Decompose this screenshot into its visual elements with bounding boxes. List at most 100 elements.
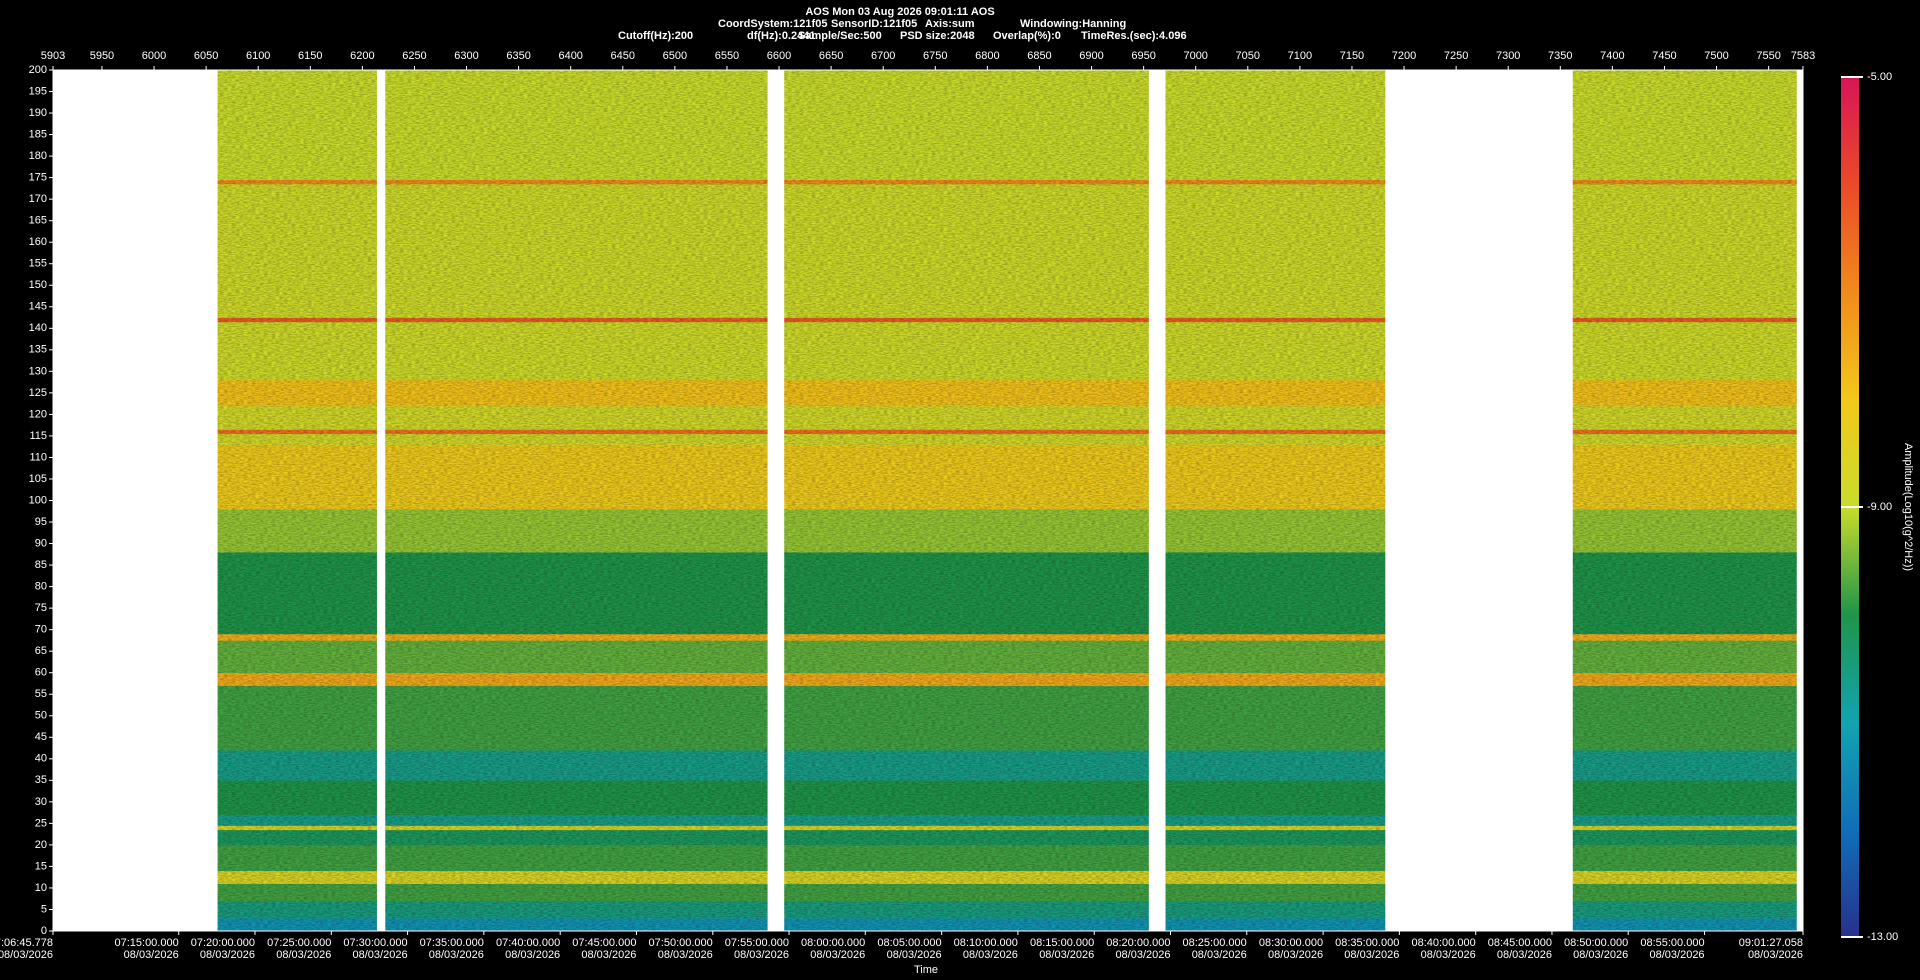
x-tick-label: 6900 [1079, 50, 1103, 62]
subtitle-item: Windowing:Hanning [1020, 18, 1126, 30]
x-tick-label: 6550 [715, 50, 739, 62]
time-tick-date: 08/03/2026 [1039, 949, 1094, 961]
time-tick-date: 08/03/2026 [810, 949, 865, 961]
colorbar-tick-label: -9.00 [1867, 501, 1892, 513]
time-tick-label: 08:45:00.000 [1488, 937, 1552, 949]
x-tick-label: 7150 [1340, 50, 1364, 62]
time-tick-label: 07:40:00.000 [496, 937, 560, 949]
x-tick-label: 7250 [1444, 50, 1468, 62]
y-tick-label: 105 [29, 473, 47, 485]
time-tick-date: 08/03/2026 [963, 949, 1018, 961]
y-tick-label: 165 [29, 215, 47, 227]
y-tick-label: 0 [41, 925, 47, 937]
x-tick-label: 7500 [1704, 50, 1728, 62]
y-tick-label: 120 [29, 408, 47, 420]
x-tick-label: 6250 [402, 50, 426, 62]
time-tick-label: 07:50:00.000 [649, 937, 713, 949]
time-tick-label: 08:20:00.000 [1106, 937, 1170, 949]
time-tick-label: 08:00:00.000 [801, 937, 865, 949]
y-tick-label: 30 [35, 796, 47, 808]
y-tick-label: 190 [29, 107, 47, 119]
y-tick-label: 135 [29, 344, 47, 356]
y-tick-label: 10 [35, 882, 47, 894]
plot-frame [52, 69, 1804, 932]
settings-item: Sample/Sec:500 [798, 30, 882, 42]
subtitle-item: Axis:sum [925, 18, 975, 30]
y-tick-label: 25 [35, 817, 47, 829]
x-tick-label: 6350 [506, 50, 530, 62]
chart-title: AOS Mon 03 Aug 2026 09:01:11 AOS [805, 6, 994, 18]
y-tick-label: 20 [35, 839, 47, 851]
y-tick-label: 185 [29, 128, 47, 140]
x-tick-label: 6300 [454, 50, 478, 62]
x-tick-label: 6400 [558, 50, 582, 62]
x-tick-label: 6850 [1027, 50, 1051, 62]
y-tick-label: 175 [29, 172, 47, 184]
time-tick-date: 08/03/2026 [1421, 949, 1476, 961]
y-tick-label: 180 [29, 150, 47, 162]
y-tick-label: 75 [35, 602, 47, 614]
x-tick-label: 6950 [1131, 50, 1155, 62]
y-tick-label: 50 [35, 710, 47, 722]
time-tick-date: 08/03/2026 [581, 949, 636, 961]
x-axis-label: Time [914, 964, 938, 976]
y-tick-label: 110 [29, 451, 47, 463]
time-tick-label: 08:30:00.000 [1259, 937, 1323, 949]
time-tick-date: 08/03/2026 [1650, 949, 1705, 961]
time-tick-date: 08/03/2026 [1497, 949, 1552, 961]
time-tick-date: 08/03/2026 [734, 949, 789, 961]
time-tick-date: 08/03/2026 [0, 949, 53, 961]
x-tick-label: 6150 [298, 50, 322, 62]
time-tick-label: 08:50:00.000 [1564, 937, 1628, 949]
time-tick-label: 07:35:00.000 [420, 937, 484, 949]
y-tick-label: 15 [35, 860, 47, 872]
y-tick-label: 5 [41, 903, 47, 915]
y-tick-label: 195 [29, 85, 47, 97]
y-tick-label: 125 [29, 387, 47, 399]
x-tick-label: 5903 [41, 50, 65, 62]
x-tick-label: 6700 [871, 50, 895, 62]
y-tick-label: 40 [35, 753, 47, 765]
y-tick-label: 115 [29, 430, 47, 442]
subtitle-item: CoordSystem:121f05 [718, 18, 827, 30]
x-tick-label: 6450 [611, 50, 635, 62]
time-tick-label: 08:10:00.000 [954, 937, 1018, 949]
settings-item: df(Hz):0.2441 [747, 30, 815, 42]
x-tick-label: 6600 [767, 50, 791, 62]
x-tick-label: 7550 [1756, 50, 1780, 62]
settings-item: Cutoff(Hz):200 [618, 30, 693, 42]
settings-item: PSD size:2048 [900, 30, 975, 42]
time-tick-label: 07:15:00.000 [114, 937, 178, 949]
time-tick-label: 08:35:00.000 [1335, 937, 1399, 949]
settings-item: Overlap(%):0 [993, 30, 1061, 42]
x-tick-label: 7350 [1548, 50, 1572, 62]
time-tick-label: 07:25:00.000 [267, 937, 331, 949]
colorbar-tick-label: -5.00 [1867, 71, 1892, 83]
x-tick-label: 6200 [350, 50, 374, 62]
colorbar-label: Amplitude(Log10(g^2/Hz)) [1902, 443, 1914, 571]
time-tick-label: 07:45:00.000 [572, 937, 636, 949]
x-tick-label: 6050 [194, 50, 218, 62]
time-tick-label: 07:06:45.778 [0, 937, 53, 949]
y-tick-label: 130 [29, 365, 47, 377]
y-tick-label: 65 [35, 645, 47, 657]
time-tick-date: 08/03/2026 [124, 949, 179, 961]
time-tick-date: 08/03/2026 [1115, 949, 1170, 961]
x-tick-label: 5950 [90, 50, 114, 62]
y-tick-label: 55 [35, 688, 47, 700]
y-tick-label: 150 [29, 279, 47, 291]
time-tick-label: 08:55:00.000 [1640, 937, 1704, 949]
time-tick-label: 08:15:00.000 [1030, 937, 1094, 949]
y-tick-label: 80 [35, 581, 47, 593]
x-tick-label: 6800 [975, 50, 999, 62]
time-tick-date: 08/03/2026 [658, 949, 713, 961]
time-tick-label: 08:05:00.000 [877, 937, 941, 949]
time-tick-date: 08/03/2026 [1573, 949, 1628, 961]
x-tick-label: 7200 [1392, 50, 1416, 62]
y-tick-label: 85 [35, 559, 47, 571]
x-tick-label: 6650 [819, 50, 843, 62]
x-tick-label: 6750 [923, 50, 947, 62]
time-tick-label: 09:01:27.058 [1739, 937, 1803, 949]
time-tick-date: 08/03/2026 [1268, 949, 1323, 961]
time-tick-date: 08/03/2026 [353, 949, 408, 961]
